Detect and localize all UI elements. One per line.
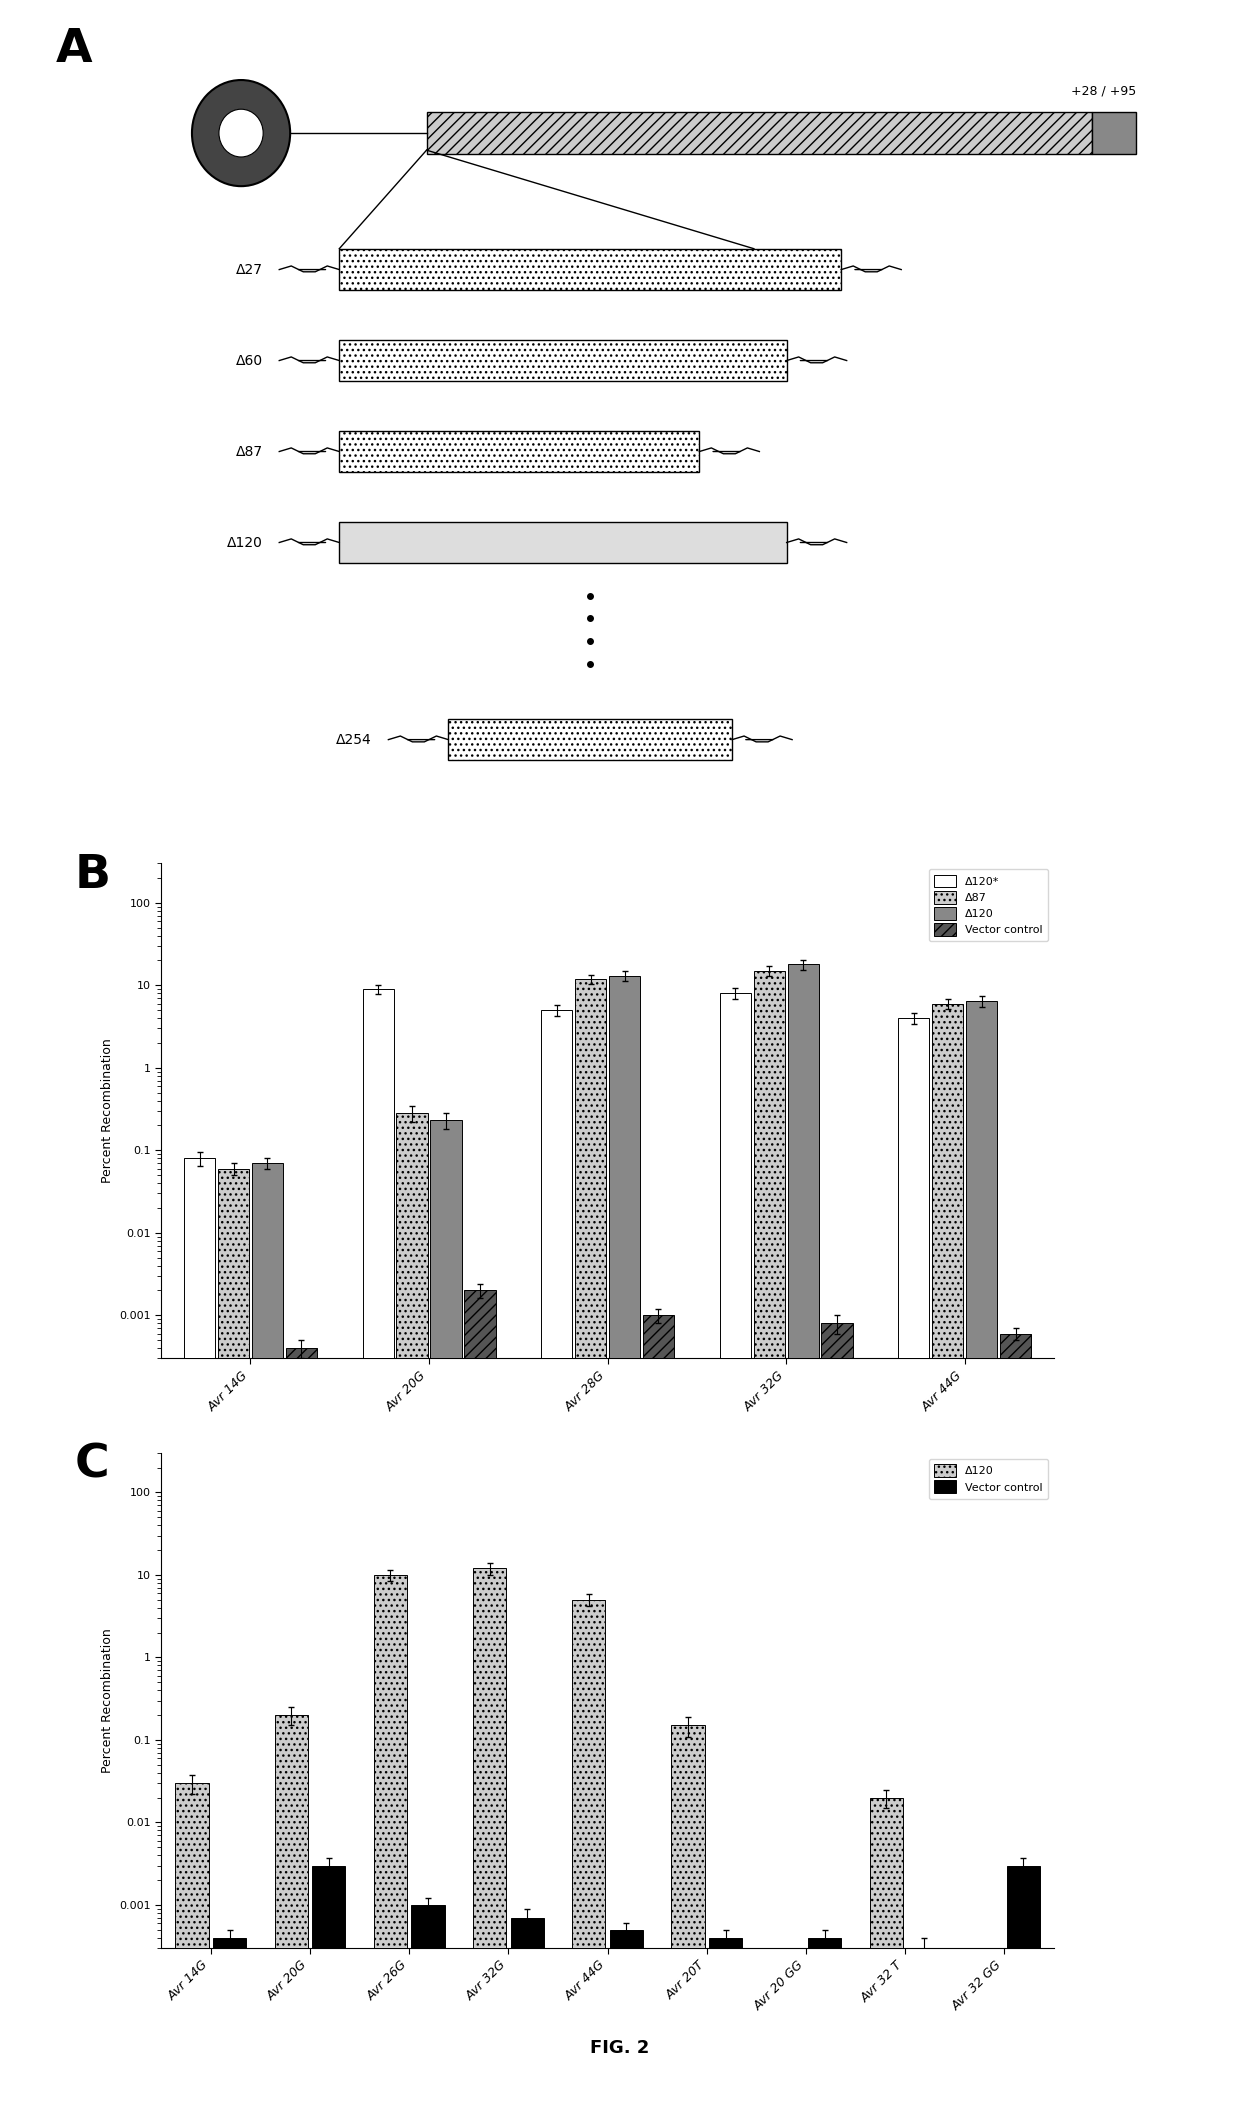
- Bar: [252, 1163, 283, 2106]
- Text: C: C: [74, 1443, 109, 1487]
- Bar: [575, 979, 606, 2106]
- Bar: [312, 1866, 346, 2106]
- Bar: [541, 1011, 573, 2106]
- Ellipse shape: [219, 110, 263, 158]
- Bar: [340, 339, 786, 381]
- Bar: [808, 1938, 842, 2106]
- Bar: [671, 1725, 704, 2106]
- Ellipse shape: [192, 80, 290, 185]
- Bar: [285, 1348, 317, 2106]
- Text: Δ120: Δ120: [227, 535, 263, 550]
- Bar: [787, 965, 818, 2106]
- Text: Δ60: Δ60: [236, 354, 263, 369]
- Bar: [572, 1601, 605, 2106]
- Text: Δ87: Δ87: [236, 444, 263, 459]
- Bar: [642, 1316, 675, 2106]
- Y-axis label: Percent Recombination: Percent Recombination: [100, 1628, 114, 1773]
- Bar: [427, 112, 1092, 154]
- Bar: [464, 1291, 496, 2106]
- Bar: [184, 1158, 216, 2106]
- Bar: [610, 1929, 644, 2106]
- Bar: [373, 1575, 407, 2106]
- Bar: [1007, 1866, 1040, 2106]
- Bar: [754, 971, 785, 2106]
- Bar: [821, 1323, 853, 2106]
- Bar: [340, 522, 786, 562]
- Bar: [898, 1017, 930, 2106]
- Bar: [609, 975, 640, 2106]
- Bar: [709, 1938, 743, 2106]
- Legend: Δ120, Vector control: Δ120, Vector control: [929, 1459, 1049, 1499]
- Bar: [218, 1169, 249, 2106]
- Bar: [362, 990, 394, 2106]
- Bar: [397, 1114, 428, 2106]
- Bar: [340, 430, 699, 472]
- Bar: [340, 249, 841, 291]
- Bar: [472, 1569, 506, 2106]
- Bar: [908, 1948, 941, 2106]
- Bar: [999, 1333, 1032, 2106]
- Bar: [719, 994, 751, 2106]
- Bar: [430, 1120, 461, 2106]
- Text: Δ27: Δ27: [236, 263, 263, 276]
- Bar: [175, 1784, 208, 2106]
- Bar: [511, 1919, 544, 2106]
- Bar: [412, 1906, 445, 2106]
- Text: B: B: [74, 853, 110, 897]
- Bar: [449, 718, 732, 760]
- Y-axis label: Percent Recombination: Percent Recombination: [100, 1038, 114, 1184]
- Bar: [932, 1005, 963, 2106]
- Bar: [1092, 112, 1136, 154]
- Text: FIG. 2: FIG. 2: [590, 2039, 650, 2058]
- Legend: Δ120*, Δ87, Δ120, Vector control: Δ120*, Δ87, Δ120, Vector control: [929, 870, 1049, 941]
- Text: Δ254: Δ254: [336, 733, 372, 748]
- Bar: [274, 1714, 308, 2106]
- Bar: [966, 1000, 997, 2106]
- Bar: [869, 1799, 903, 2106]
- Text: A: A: [56, 27, 92, 72]
- Bar: [213, 1938, 247, 2106]
- Text: +28 / +95: +28 / +95: [1070, 84, 1136, 97]
